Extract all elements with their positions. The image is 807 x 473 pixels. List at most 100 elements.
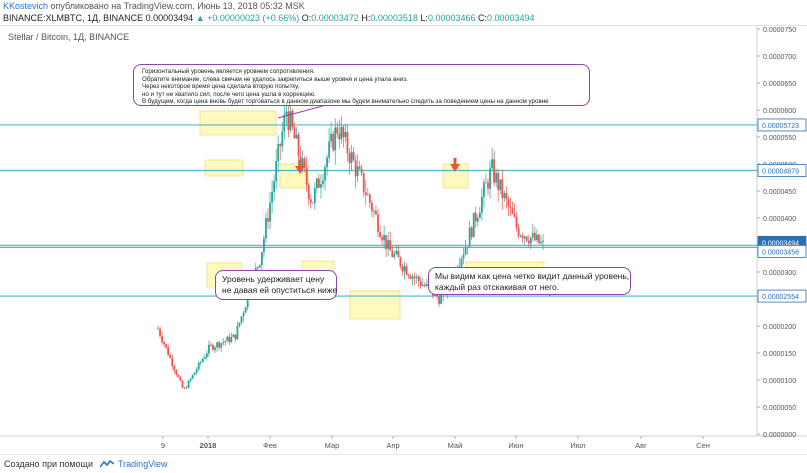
candle-body <box>318 178 320 188</box>
annotation-line: каждый раз отскакивая от него. <box>435 281 560 292</box>
candle-body <box>521 235 524 239</box>
candle-body <box>279 144 282 147</box>
candle-body <box>476 217 479 222</box>
candle-body <box>417 276 420 282</box>
header-divider <box>0 25 807 26</box>
candle-body <box>364 192 367 196</box>
candle-body <box>332 133 335 151</box>
price-badge-label: 0.00005723 <box>762 123 799 130</box>
candle-body <box>377 214 379 233</box>
candle-body <box>399 257 402 267</box>
tradingview-logo-icon <box>99 460 114 468</box>
candle-body <box>240 316 243 323</box>
annotation-support[interactable]: Уровень удерживает цену не давая ей опус… <box>215 270 337 300</box>
candle-body <box>350 152 353 164</box>
annotation-line: Мы видим как цена четко видит данный уро… <box>435 271 630 281</box>
candle-body <box>423 284 426 287</box>
candle-body <box>527 240 530 244</box>
candle-body <box>395 251 398 254</box>
candle-body <box>368 194 371 203</box>
candle-body <box>311 202 314 204</box>
candle-body <box>440 294 443 304</box>
candle-body <box>277 144 280 161</box>
price-tick-label: 0.0000650 <box>763 81 796 88</box>
candle-body <box>401 266 404 272</box>
candle-body <box>356 166 359 177</box>
candle-body <box>478 212 481 218</box>
candle-body <box>224 341 227 343</box>
candle-body <box>275 160 278 182</box>
low-label: L: <box>420 13 428 23</box>
candle-body <box>157 328 159 330</box>
candle-body <box>381 236 383 241</box>
price-tick-label: 0.0000300 <box>763 270 796 277</box>
price-tick-label: 0.0000400 <box>763 216 796 223</box>
symbol-name: BINANCE:XLMBTC, 1Д, BINANCE <box>3 13 144 23</box>
time-tick-label: Апр <box>386 441 399 450</box>
symbol-bar: BINANCE:XLMBTC, 1Д, BINANCE 0.00003494 ▲… <box>0 12 807 25</box>
high-label: H: <box>361 13 371 23</box>
candle-body <box>320 184 322 188</box>
candle-body <box>468 227 471 247</box>
time-tick-label: Июл <box>570 441 585 450</box>
candle-body <box>487 182 489 189</box>
candle-body <box>460 258 463 267</box>
candle-body <box>293 127 296 139</box>
candle-body <box>220 343 223 348</box>
time-tick-label: Авг <box>635 441 647 450</box>
candle-body <box>362 173 365 193</box>
annotation-line: не давая ей опуститься ниже <box>222 284 338 295</box>
candle-body <box>413 276 416 278</box>
candle-body <box>199 362 202 363</box>
close-value: 0.00003494 <box>487 13 535 23</box>
candle-body <box>238 322 241 326</box>
candle-body <box>236 325 239 340</box>
candle-body <box>258 264 261 267</box>
time-tick-label: 2018 <box>200 441 217 450</box>
annotation-bounce[interactable]: Мы видим как цена четко видит данный уро… <box>428 267 631 295</box>
candle-body <box>334 127 337 151</box>
candle-body <box>375 210 377 215</box>
low-value: 0.00003466 <box>427 13 476 23</box>
high-value: 0.00003518 <box>370 13 418 23</box>
candle-body <box>379 232 381 237</box>
annotation-line: В будущем, когда цена вновь будет торгов… <box>142 98 549 106</box>
author-link[interactable]: KKostevich <box>3 1 49 11</box>
candle-body <box>295 134 298 139</box>
candle-body <box>340 126 343 140</box>
candle-body <box>373 210 375 212</box>
time-tick-label: Сен <box>696 441 710 450</box>
candle-body <box>411 276 414 279</box>
tradingview-link[interactable]: TradingView <box>118 459 168 469</box>
candle-body <box>397 251 400 258</box>
price-badge-label: 0.00004879 <box>762 169 799 176</box>
candle-body <box>405 266 408 275</box>
candle-body <box>175 370 178 375</box>
price-tick-label: 0.0000450 <box>763 189 796 196</box>
candle-body <box>391 250 394 257</box>
publish-header: KKostevich опубликовано на TradingView.c… <box>0 0 807 12</box>
annotation-line: Уровень удерживает цену <box>222 274 325 284</box>
candle-body <box>342 126 345 138</box>
candle-body <box>489 168 491 189</box>
annotation-line: Горизонтальный уровень является уровнем … <box>142 68 315 75</box>
candle-body <box>216 342 218 348</box>
candle-body <box>470 227 473 238</box>
open-value: 0.00003472 <box>311 13 359 23</box>
price-tick-label: 0.0000550 <box>763 135 796 142</box>
candle-body <box>161 335 163 343</box>
candle-body <box>393 253 396 257</box>
candle-body <box>171 357 174 367</box>
price-tick-label: 0.0000750 <box>763 27 796 34</box>
candle-body <box>297 134 300 157</box>
candle-body <box>203 357 206 359</box>
candle-body <box>287 111 290 131</box>
candle-body <box>540 241 542 244</box>
annotation-resistance[interactable]: Горизонтальный уровень является уровнем … <box>133 64 590 106</box>
candle-body <box>346 132 349 154</box>
close-label: C: <box>478 13 488 23</box>
candle-body <box>283 114 286 132</box>
candle-body <box>503 193 506 198</box>
price-badge-label: 0.00003494 <box>762 240 799 247</box>
pair-label: Stellar / Bitcoin, 1Д, BINANCE <box>8 32 130 42</box>
